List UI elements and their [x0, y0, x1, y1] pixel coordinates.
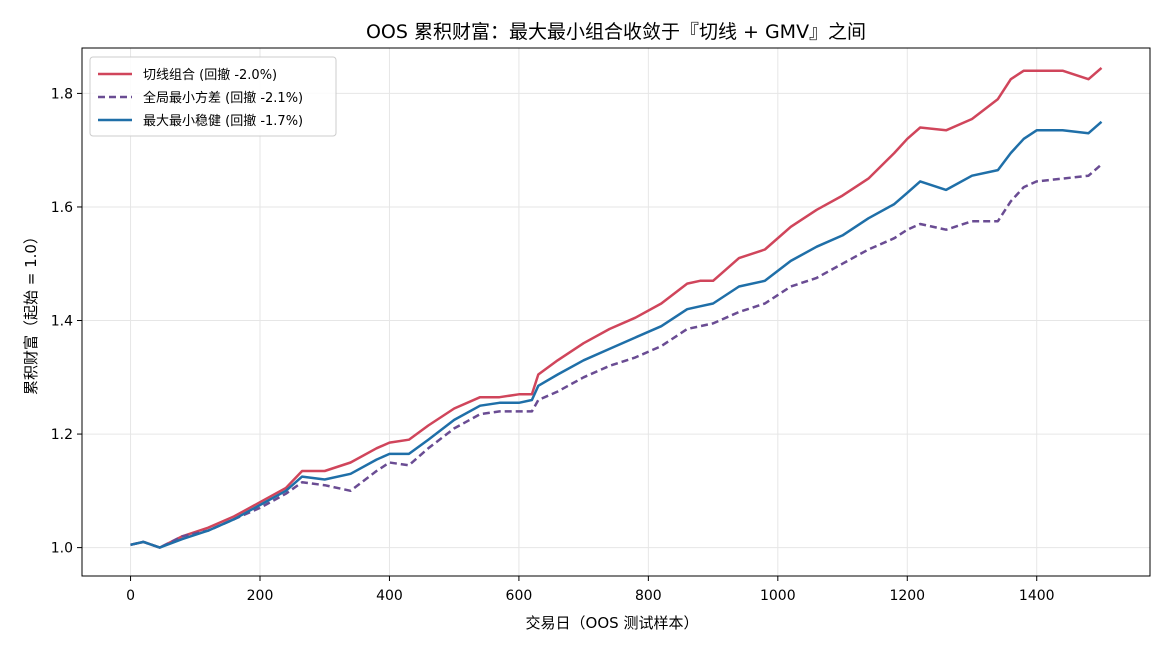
x-tick-label: 800	[635, 588, 662, 604]
x-tick-label: 600	[506, 588, 533, 604]
legend-box	[89, 56, 337, 137]
y-tick-label: 1.0	[51, 541, 73, 557]
tick-layer: 0 200 400 600 800 1000 1200 1400 1.0 1.2 1.4 1.6 1.8	[51, 86, 1055, 604]
y-tick-label: 1.6	[51, 200, 73, 216]
x-tick-label: 400	[376, 588, 403, 604]
y-tick-label: 1.8	[51, 86, 73, 102]
x-tick-label: 1200	[889, 588, 925, 604]
series-line-maxmin	[130, 120, 1103, 549]
legend: 切线组合 (回撤 -2.0%) 全局最小方差 (回撤 -2.1%) 最大最小稳健…	[89, 56, 337, 137]
x-tick-label: 1400	[1019, 588, 1055, 604]
series-line-tangent	[130, 66, 1103, 549]
y-axis-label: 累积财富（起始 = 1.0）	[22, 229, 40, 395]
x-tick-label: 0	[126, 588, 135, 604]
legend-label-tangent: 切线组合 (回撤 -2.0%)	[143, 67, 277, 83]
series-layer	[130, 66, 1103, 549]
y-tick-label: 1.4	[51, 314, 73, 330]
legend-label-gmv: 全局最小方差 (回撤 -2.1%)	[143, 90, 303, 106]
x-tick-label: 1000	[760, 588, 796, 604]
series-line-gmv	[130, 163, 1103, 549]
x-axis-label: 交易日（OOS 测试样本）	[526, 614, 699, 632]
y-tick-label: 1.2	[51, 427, 73, 443]
x-tick-label: 200	[247, 588, 274, 604]
plot-frame	[81, 47, 1151, 577]
legend-label-maxmin: 最大最小稳健 (回撤 -1.7%)	[143, 113, 303, 129]
chart-title: OOS 累积财富：最大最小组合收敛于『切线 + GMV』之间	[366, 21, 866, 43]
